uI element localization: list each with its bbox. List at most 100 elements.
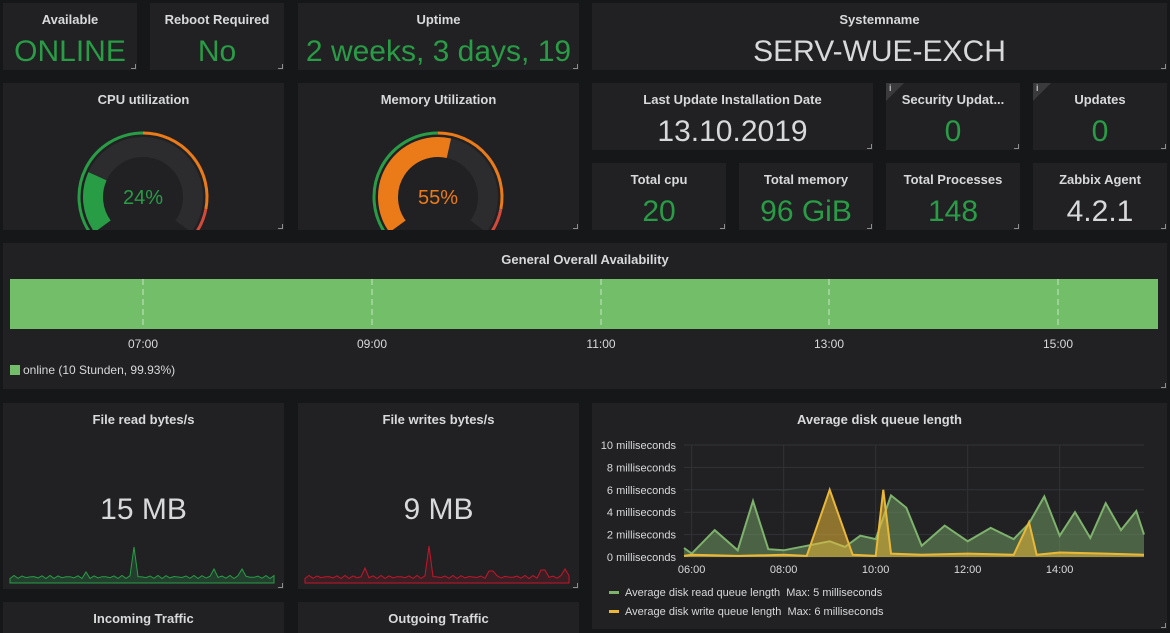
gauge-threshold-green: [372, 131, 439, 230]
panel-file-write[interactable]: File writes bytes/s 9 MB: [298, 403, 579, 589]
resize-handle[interactable]: [1161, 383, 1166, 388]
panel-uptime[interactable]: Uptime 2 weeks, 3 days, 19: [298, 3, 579, 70]
legend-write[interactable]: Average disk write queue length Max: 6 m…: [609, 606, 883, 618]
legend-write-label: Average disk write queue length: [625, 606, 782, 618]
zabbix-agent-value: 4.2.1: [1066, 195, 1134, 228]
resize-handle[interactable]: [573, 583, 578, 588]
panel-file-read[interactable]: File read bytes/s 15 MB: [3, 403, 284, 589]
panel-reboot-required[interactable]: Reboot Required No: [150, 3, 284, 70]
resize-handle[interactable]: [573, 64, 578, 69]
disk-x-tick-label: 06:00: [678, 564, 706, 576]
panel-disk-queue[interactable]: Average disk queue length 10 millisecond…: [592, 403, 1167, 629]
panel-title: Systemname: [839, 12, 920, 27]
reboot-value: No: [197, 35, 237, 68]
availability-legend[interactable]: online (10 Stunden, 99.93%): [10, 363, 175, 377]
security-updates-value: 0: [944, 115, 962, 148]
legend-read-max: Max: 5 milliseconds: [786, 587, 883, 599]
disk-read-series-line: [683, 493, 1145, 555]
availability-tick-label: 13:00: [814, 337, 844, 351]
availability-chart: 07:00 09:00 11:00 13:00 15:00: [10, 279, 1158, 351]
legend-read[interactable]: Average disk read queue length Max: 5 mi…: [609, 587, 882, 599]
legend-swatch: [10, 365, 20, 375]
gauge-threshold-red: [491, 208, 503, 230]
resize-handle[interactable]: [1161, 144, 1166, 149]
panel-zabbix-agent[interactable]: Zabbix Agent 4.2.1: [1033, 163, 1167, 230]
panel-title: Reboot Required: [164, 12, 270, 27]
panel-incoming-traffic[interactable]: Incoming Traffic: [3, 602, 284, 633]
cpu-gauge: 24%: [77, 131, 209, 230]
memory-gauge: 55%: [372, 131, 504, 230]
panel-total-cpu[interactable]: Total cpu 20: [592, 163, 726, 230]
resize-handle[interactable]: [720, 224, 725, 229]
panel-systemname[interactable]: Systemname SERV-WUE-EXCH: [592, 3, 1167, 70]
panel-security-updates[interactable]: i Security Updat... 0: [886, 83, 1020, 150]
resize-handle[interactable]: [867, 224, 872, 229]
legend-write-max: Max: 6 milliseconds: [787, 606, 884, 618]
file-read-sparkline: [9, 546, 275, 584]
file-write-value: 9 MB: [403, 493, 474, 526]
disk-y-tick-label: 6 milliseconds: [607, 485, 677, 497]
gauge-value-arc: [83, 172, 111, 230]
panel-total-processes[interactable]: Total Processes 148: [886, 163, 1020, 230]
file-read-value: 15 MB: [100, 493, 187, 526]
cpu-gauge-value: 24%: [123, 187, 163, 209]
gauge-threshold-orange: [437, 131, 504, 210]
panel-outgoing-traffic[interactable]: Outgoing Traffic: [298, 602, 579, 633]
resize-handle[interactable]: [131, 64, 136, 69]
resize-handle[interactable]: [278, 64, 283, 69]
panel-memory-utilization[interactable]: Memory Utilization 55%: [298, 83, 579, 230]
resize-handle[interactable]: [867, 144, 872, 149]
panel-title: Zabbix Agent: [1059, 172, 1141, 187]
last-update-value: 13.10.2019: [657, 115, 808, 148]
gauge-value-arc: [378, 137, 452, 230]
total-processes-value: 148: [927, 195, 979, 228]
panel-title: Total Processes: [903, 172, 1003, 187]
disk-y-tick-label: 10 milliseconds: [601, 440, 677, 452]
disk-y-tick-label: 0 milliseconds: [607, 552, 677, 564]
disk-x-tick-label: 10:00: [862, 564, 890, 576]
panel-availability[interactable]: General Overall Availability 07:00 09:00 1…: [3, 243, 1167, 389]
panel-title: Outgoing Traffic: [388, 611, 489, 626]
resize-handle[interactable]: [1014, 224, 1019, 229]
total-cpu-value: 20: [642, 195, 676, 228]
disk-x-tick-label: 12:00: [954, 564, 982, 576]
availability-tick-label: 07:00: [128, 337, 158, 351]
panel-available[interactable]: Available ONLINE: [3, 3, 137, 70]
panel-updates[interactable]: i Updates 0: [1033, 83, 1167, 150]
disk-y-tick-label: 8 milliseconds: [607, 462, 677, 474]
panel-title: Uptime: [416, 12, 461, 27]
systemname-value: SERV-WUE-EXCH: [753, 35, 1006, 68]
resize-handle[interactable]: [278, 224, 283, 229]
disk-y-tick-label: 2 milliseconds: [607, 530, 677, 542]
gauge-threshold-orange: [142, 131, 209, 210]
availability-bar: [10, 279, 1158, 329]
resize-handle[interactable]: [1161, 64, 1166, 69]
availability-tick-label: 15:00: [1043, 337, 1073, 351]
panel-title: Total memory: [763, 172, 849, 187]
panel-title: Security Updat...: [901, 92, 1005, 107]
panel-title: Total cpu: [630, 172, 688, 187]
file-write-sparkline: [304, 545, 570, 584]
legend-read-label: Average disk read queue length: [625, 587, 781, 599]
disk-y-tick-label: 4 milliseconds: [607, 507, 677, 519]
panel-title: Updates: [1074, 92, 1126, 107]
panel-cpu-utilization[interactable]: CPU utilization 24%: [3, 83, 284, 230]
panel-last-update[interactable]: Last Update Installation Date 13.10.2019: [592, 83, 873, 150]
resize-handle[interactable]: [1014, 144, 1019, 149]
resize-handle[interactable]: [278, 583, 283, 588]
resize-handle[interactable]: [1161, 623, 1166, 628]
info-icon[interactable]: i: [886, 83, 904, 101]
disk-write-series-area: [684, 489, 1144, 557]
info-icon[interactable]: i: [1033, 83, 1051, 101]
gauge-threshold-red: [196, 208, 208, 230]
panel-title: Last Update Installation Date: [643, 92, 822, 107]
resize-handle[interactable]: [573, 224, 578, 229]
availability-tick-label: 09:00: [357, 337, 387, 351]
panel-total-memory[interactable]: Total memory 96 GiB: [739, 163, 873, 230]
legend-write-swatch: [609, 610, 619, 613]
legend-label: online (10 Stunden, 99.93%): [23, 363, 176, 377]
disk-write-series-line: [683, 486, 1145, 557]
resize-handle[interactable]: [1161, 224, 1166, 229]
disk-x-tick-label: 08:00: [770, 564, 798, 576]
disk-x-tick-label: 14:00: [1046, 564, 1074, 576]
